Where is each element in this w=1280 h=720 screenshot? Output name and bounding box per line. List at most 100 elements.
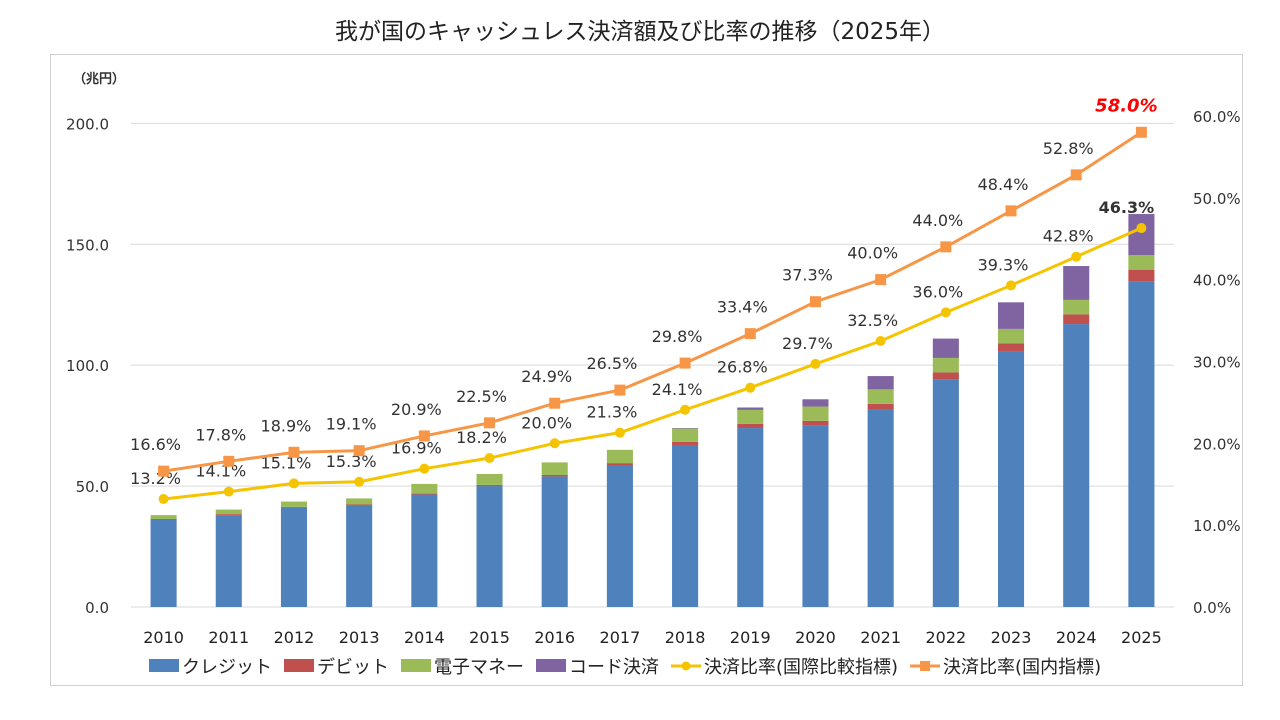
chart-frame: 0.0 50.0 100.0 150.0 200.0 0.0% 10.0% 20.0% 30.0…	[50, 54, 1243, 686]
legend-label: コード決済	[569, 657, 659, 678]
bar-segment	[606, 463, 633, 466]
bar-segment	[802, 406, 829, 421]
bar-segment	[1128, 281, 1155, 607]
data-label: 32.5%	[847, 311, 898, 330]
data-label: 58.0%	[1095, 95, 1157, 116]
bar-segment	[1128, 255, 1155, 270]
data-label: 20.9%	[391, 400, 442, 419]
data-label: 18.9%	[261, 416, 312, 435]
data-label: 21.3%	[586, 403, 637, 422]
x-tick-label: 2022	[925, 628, 966, 647]
data-label: 29.8%	[652, 327, 703, 346]
y2-tick-label: 60.0%	[1193, 108, 1241, 126]
data-label: 36.0%	[912, 282, 963, 301]
x-tick-label: 2018	[665, 628, 706, 647]
x-tick-label: 2017	[600, 628, 641, 647]
line-point	[810, 358, 821, 369]
bar-segment	[1128, 269, 1155, 282]
legend-marker	[681, 661, 691, 671]
bar-segment	[411, 494, 438, 607]
bar-segment	[606, 465, 633, 607]
line-point	[1135, 126, 1147, 138]
data-label: 42.8%	[1043, 227, 1094, 246]
data-label: 40.0%	[847, 244, 898, 263]
bar-segment	[541, 474, 568, 477]
series-line	[163, 131, 1143, 473]
x-tick-label: 2024	[1056, 628, 1097, 647]
x-tick-label: 2011	[208, 628, 249, 647]
bar-segment	[606, 449, 633, 464]
x-tick-label: 2015	[469, 628, 510, 647]
line-point	[940, 241, 952, 253]
bar-segment	[1063, 299, 1090, 315]
line-point	[809, 296, 821, 308]
data-label: 48.4%	[978, 175, 1029, 194]
bar-segment	[280, 501, 308, 507]
bar-segment	[476, 486, 503, 607]
bar-segment	[215, 515, 242, 607]
bar-segment	[672, 428, 699, 442]
bar-segment	[737, 407, 764, 410]
bar-segment	[997, 343, 1025, 352]
line-point	[418, 430, 430, 442]
x-tick-label: 2021	[860, 628, 901, 647]
bar-segment	[1063, 314, 1090, 325]
bar-segment	[802, 420, 829, 426]
legend-label: デビット	[317, 657, 389, 678]
line-point	[745, 382, 756, 393]
line-point	[744, 328, 756, 340]
x-tick-label: 2019	[730, 628, 771, 647]
data-label: 39.3%	[978, 255, 1029, 274]
line-point	[875, 336, 886, 346]
y-tick-label: 150.0	[66, 236, 109, 254]
bar-segment	[1063, 324, 1090, 607]
bar-segment	[346, 498, 373, 505]
data-label: 15.1%	[261, 453, 312, 472]
bar-segment	[737, 409, 764, 424]
data-label: 52.8%	[1043, 139, 1094, 158]
bar-segment	[932, 357, 959, 373]
y-tick-label: 100.0	[66, 357, 109, 375]
legend-swatch	[536, 659, 566, 672]
data-label: 22.5%	[456, 387, 507, 406]
x-tick-label: 2016	[534, 628, 575, 647]
legend-label: クレジット	[182, 657, 272, 678]
y2-tick-label: 30.0%	[1193, 353, 1241, 371]
data-label: 17.8%	[195, 425, 246, 444]
line-point	[484, 453, 495, 464]
bar-segment	[215, 509, 242, 515]
line-point	[1005, 205, 1017, 217]
legend-marker	[920, 661, 931, 671]
legend-swatch	[401, 659, 431, 672]
line-point	[158, 465, 170, 477]
series-line	[163, 226, 1143, 501]
data-label: 20.0%	[521, 413, 572, 432]
y2-tick-label: 40.0%	[1193, 272, 1241, 290]
line-point	[288, 478, 299, 489]
line-point	[419, 463, 430, 474]
y2-tick-label: 20.0%	[1193, 435, 1241, 453]
bar-segment	[541, 462, 568, 475]
bar-segment	[802, 425, 829, 607]
bar-segment	[476, 474, 503, 485]
x-tick-label: 2010	[143, 628, 184, 647]
bar-segment	[411, 493, 438, 495]
bar-segment	[932, 338, 959, 358]
x-tick-label: 2020	[795, 628, 836, 647]
line-point	[875, 274, 887, 286]
y-tick-label: 50.0	[76, 478, 109, 496]
line-point	[940, 307, 951, 318]
bar-segment	[346, 505, 373, 607]
line-point	[614, 427, 625, 438]
legend-label: 決済比率(国際比較指標)	[704, 657, 898, 678]
data-label: 16.9%	[391, 439, 442, 458]
bar-segment	[932, 372, 959, 380]
line-point	[549, 397, 561, 409]
bar-segment	[997, 302, 1025, 329]
bar-segment	[411, 483, 438, 494]
line-point	[223, 486, 234, 497]
y-tick-label: 200.0	[66, 115, 109, 133]
data-label: 29.7%	[782, 334, 833, 353]
bar-segment	[541, 476, 568, 607]
y-tick-label: 0.0	[85, 599, 109, 617]
